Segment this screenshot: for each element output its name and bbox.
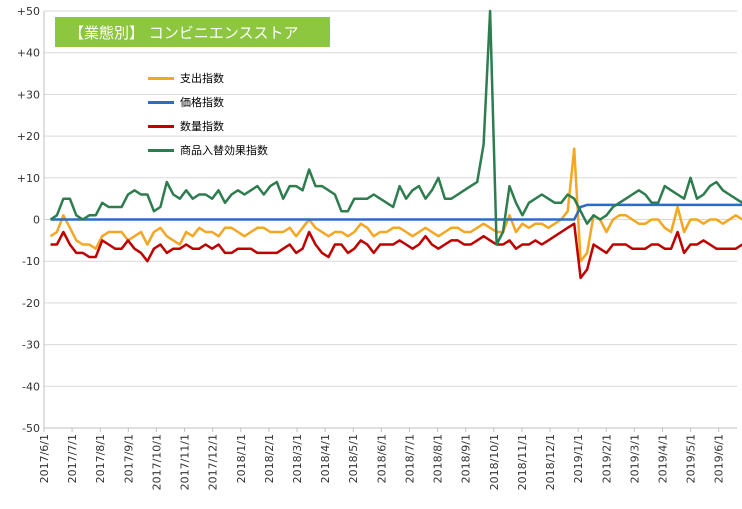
- series-line-price: [50, 203, 742, 221]
- x-tick-label: 2018/5/1: [347, 434, 360, 483]
- legend-item-expenditure: 支出指数: [148, 66, 268, 90]
- x-tick-label: 2017/7/1: [66, 434, 79, 483]
- y-axis: +50 +40 +30 +20 +10 0 -10 -20 -30 -40 -50: [17, 5, 40, 435]
- legend-label-price: 価格指数: [180, 96, 224, 109]
- x-tick-label: 2017/11/1: [179, 434, 192, 490]
- x-tick-label: 2018/7/1: [403, 434, 416, 483]
- series-line-product-replacement: [49, 9, 742, 246]
- x-tick-label: 2018/10/1: [488, 434, 501, 490]
- y-tick-label: -20: [22, 297, 40, 310]
- x-tick-label: 2018/11/1: [516, 434, 529, 490]
- x-tick-label: 2018/9/1: [460, 434, 473, 483]
- x-tick-label: 2019/4/1: [656, 434, 669, 483]
- legend-item-product-replacement: 商品入替効果指数: [148, 138, 268, 162]
- x-tick-label: 2017/9/1: [122, 434, 135, 483]
- y-tick-label: +20: [17, 130, 40, 143]
- y-tick-label: +10: [17, 172, 40, 185]
- y-tick-label: +30: [17, 88, 40, 101]
- legend-swatch-product-replacement: [148, 148, 174, 152]
- x-tick-label: 2018/8/1: [432, 434, 445, 483]
- series-line-expenditure: [49, 147, 742, 263]
- y-tick-label: -50: [22, 422, 40, 435]
- x-tick-label: 2019/5/1: [685, 434, 698, 483]
- x-tick-label: 2018/12/1: [544, 434, 557, 490]
- legend-swatch-price: [148, 100, 174, 104]
- legend-swatch-expenditure: [148, 76, 174, 80]
- x-tick-label: 2018/6/1: [375, 434, 388, 483]
- x-tick-label: 2017/12/1: [207, 434, 220, 490]
- y-tick-label: -10: [22, 255, 40, 268]
- legend-item-price: 価格指数: [148, 90, 268, 114]
- x-tick-label: 2019/2/1: [600, 434, 613, 483]
- y-tick-label: 0: [33, 214, 40, 227]
- x-tick-label: 2017/6/1: [38, 434, 51, 483]
- x-tick-label: 2018/3/1: [291, 434, 304, 483]
- x-tick-label: 2017/10/1: [150, 434, 163, 490]
- legend-label-expenditure: 支出指数: [180, 72, 224, 85]
- legend-label-product-replacement: 商品入替効果指数: [180, 144, 268, 157]
- legend-item-quantity: 数量指数: [148, 114, 268, 138]
- x-tick-label: 2018/1/1: [235, 434, 248, 483]
- x-tick-label: 2018/4/1: [319, 434, 332, 483]
- x-tick-label: 2018/2/1: [263, 434, 276, 483]
- x-tick-label: 2019/1/1: [572, 434, 585, 483]
- series-group: [49, 9, 742, 280]
- y-tick-label: +50: [17, 5, 40, 18]
- legend: 支出指数 価格指数 数量指数 商品入替効果指数: [148, 66, 268, 162]
- x-tick-label: 2017/8/1: [94, 434, 107, 483]
- legend-swatch-quantity: [148, 124, 174, 128]
- chart-title: 【業態別】 コンビニエンスストア: [69, 23, 299, 42]
- x-tick-label: 2019/3/1: [628, 434, 641, 483]
- series-line-quantity: [50, 222, 742, 280]
- y-tick-label: +40: [17, 47, 40, 60]
- legend-label-quantity: 数量指数: [180, 120, 224, 133]
- y-tick-label: -30: [22, 339, 40, 352]
- chart-title-box: 【業態別】 コンビニエンスストア: [55, 17, 330, 47]
- x-tick-label: 2019/6/1: [713, 434, 726, 483]
- x-axis: 2017/6/1 2017/7/1 2017/8/1 2017/9/1 2017/10/…: [38, 428, 726, 490]
- y-tick-label: -40: [22, 380, 40, 393]
